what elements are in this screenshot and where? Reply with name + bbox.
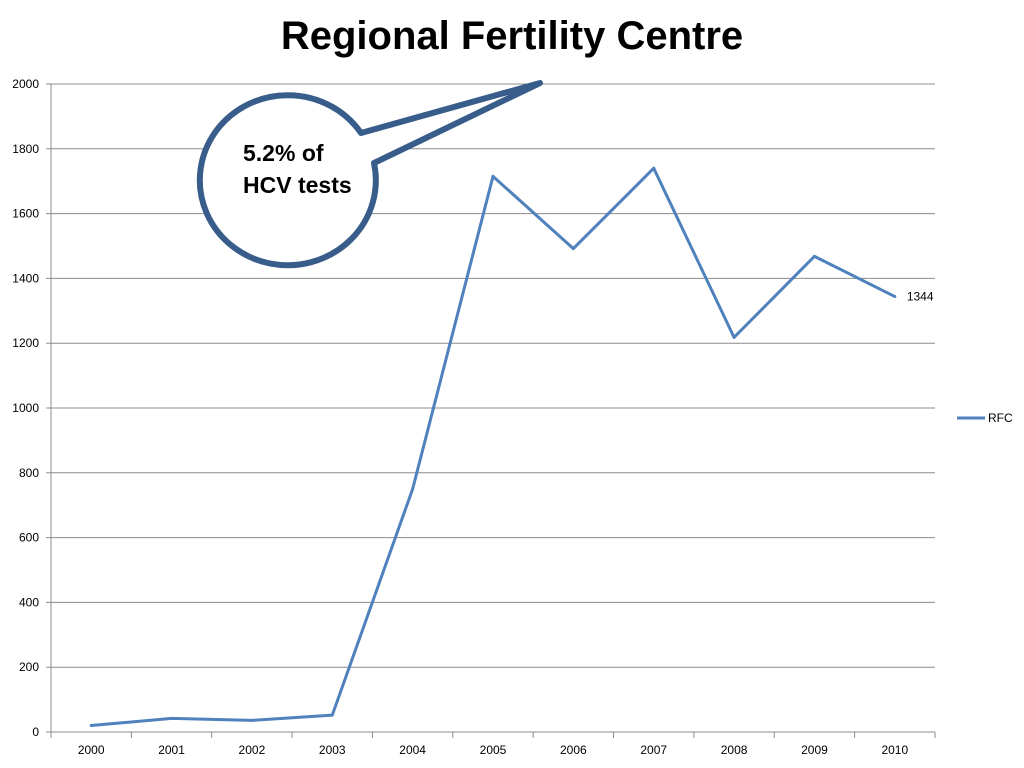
y-tick-label: 400 [19,595,39,609]
x-tick-label: 2009 [801,743,828,757]
series-layer [89,166,897,728]
gridlines [51,83,935,668]
chart-title: Regional Fertility Centre [280,14,744,58]
data-point [571,247,575,251]
y-tick-label: 800 [19,466,39,480]
x-tick-label: 2001 [158,743,185,757]
data-point [491,174,495,178]
x-tick-label: 2006 [560,743,587,757]
y-tick-label: 1000 [12,401,39,415]
data-point [893,295,897,299]
data-point [411,487,415,491]
data-point [89,724,93,728]
y-tick-label: 1400 [12,271,39,285]
callout-line-1: 5.2% of [243,140,324,166]
y-tick-label: 1200 [12,336,39,350]
series-line-rfc [91,166,896,728]
data-point [812,254,816,258]
data-labels: 1344 [907,290,934,304]
x-tick-label: 2008 [721,743,748,757]
y-tick-label: 600 [19,531,39,545]
callout-text: 5.2% of HCV tests [243,137,383,201]
x-tick-label: 2000 [78,743,105,757]
data-point [652,166,656,170]
callout-line-2: HCV tests [243,172,352,198]
x-axis-ticks: 2000 2001 2002 2003 2004 2005 2006 2007 2008 2009… [50,732,936,757]
legend: RFC [957,411,1013,425]
data-label: 1344 [907,290,934,304]
y-tick-label: 1600 [12,207,39,221]
x-tick-label: 2002 [239,743,266,757]
x-tick-label: 2010 [881,743,908,757]
data-point [732,335,736,339]
data-point [330,713,334,717]
data-point [170,716,174,720]
y-tick-label: 1800 [12,142,39,156]
legend-label: RFC [988,411,1013,425]
y-tick-label: 200 [19,660,39,674]
x-tick-label: 2007 [640,743,667,757]
x-tick-label: 2004 [399,743,426,757]
data-point [250,718,254,722]
x-tick-label: 2005 [480,743,507,757]
y-tick-label: 0 [32,725,39,739]
x-tick-label: 2003 [319,743,346,757]
callout-bubble [196,80,543,269]
y-axis-ticks: 0 200 400 600 800 1000 1200 1400 1600 1800 2000 [12,77,51,739]
y-tick-label: 2000 [12,77,39,91]
